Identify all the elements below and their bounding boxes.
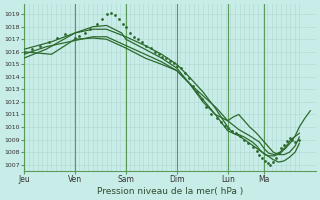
X-axis label: Pression niveau de la mer( hPa ): Pression niveau de la mer( hPa )	[97, 187, 243, 196]
